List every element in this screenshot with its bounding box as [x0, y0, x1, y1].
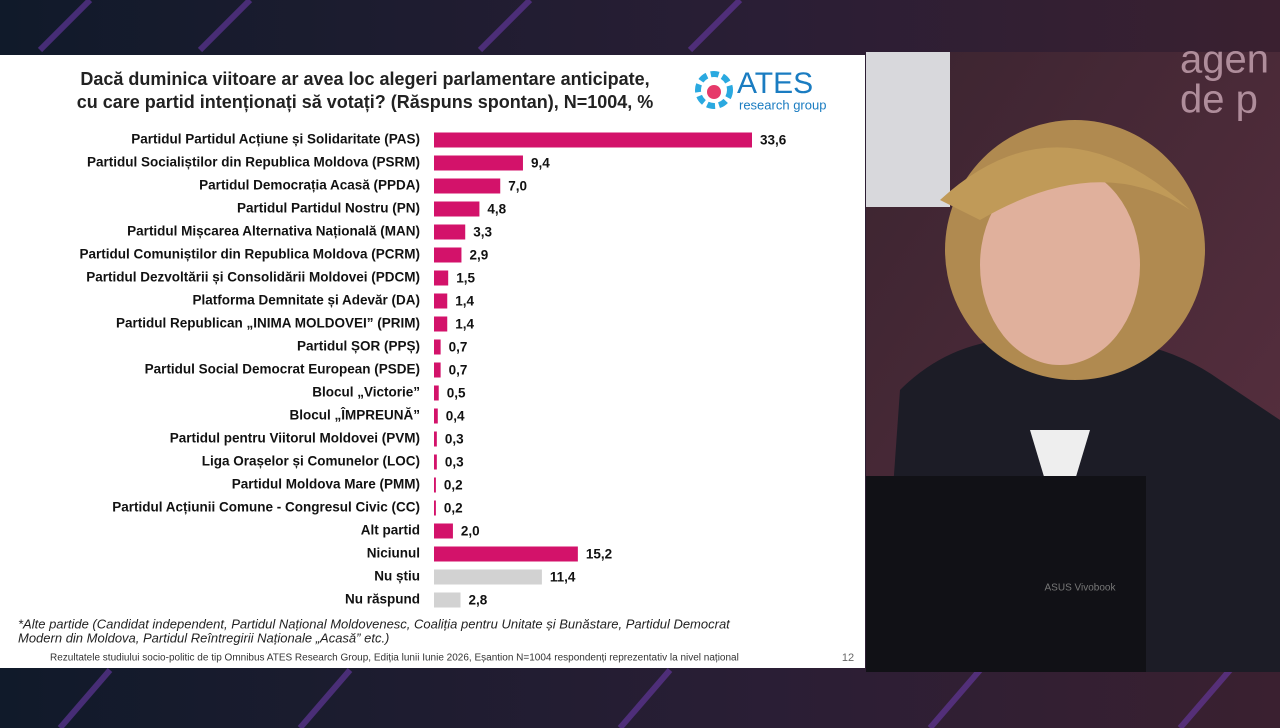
- category-label: Partidul Social Democrat European (PSDE): [145, 362, 420, 377]
- value-label: 2,9: [469, 248, 488, 263]
- stripes: [37, 0, 1233, 728]
- laptop-label: ASUS Vivobook: [1045, 583, 1117, 594]
- bar: [434, 178, 501, 194]
- category-label: Partidul Acțiunii Comune - Congresul Civ…: [112, 500, 420, 515]
- bar: [434, 454, 437, 470]
- value-label: 2,8: [469, 593, 488, 608]
- value-label: 3,3: [473, 225, 492, 240]
- bar: [434, 500, 436, 516]
- logo: ATES: [737, 67, 813, 100]
- value-label: 1,4: [455, 317, 474, 332]
- laptop: [866, 476, 1146, 672]
- footnote: *Alte partide (Candidat independent, Par…: [18, 616, 731, 631]
- category-label: Alt partid: [361, 523, 420, 538]
- bar: [434, 224, 466, 240]
- value-label: 0,7: [449, 340, 468, 355]
- value-label: 1,4: [455, 294, 474, 309]
- value-label: 0,3: [445, 432, 464, 447]
- bar: [434, 385, 439, 401]
- bar: [434, 132, 752, 148]
- bar: [434, 201, 480, 217]
- category-label: Nu răspund: [345, 592, 420, 607]
- bar: [434, 155, 523, 171]
- studio-sign: agen: [1180, 38, 1269, 82]
- bar: [434, 247, 462, 263]
- value-label: 0,5: [447, 386, 466, 401]
- category-label: Nu știu: [374, 569, 420, 584]
- bar: [434, 477, 436, 493]
- value-label: 0,7: [449, 363, 468, 378]
- category-label: Blocul „Victorie”: [312, 385, 420, 400]
- category-label: Blocul „ÎMPREUNĂ”: [289, 408, 420, 423]
- bar: [434, 293, 448, 309]
- value-label: 9,4: [531, 156, 550, 171]
- value-label: 7,0: [508, 179, 527, 194]
- value-label: 2,0: [461, 524, 480, 539]
- value-label: 0,2: [444, 478, 463, 493]
- bar: [434, 431, 437, 447]
- chart-title: Dacă duminica viitoare ar avea loc alege…: [80, 69, 649, 89]
- category-label: Partidul Republican „INIMA MOLDOVEI” (PR…: [116, 316, 420, 331]
- value-label: 0,2: [444, 501, 463, 516]
- value-label: 15,2: [586, 547, 612, 562]
- category-label: Partidul ȘOR (PPȘ): [297, 339, 420, 354]
- category-label: Partidul Democrația Acasă (PPDA): [199, 178, 420, 193]
- value-label: 11,4: [550, 570, 576, 585]
- bar: [434, 523, 453, 539]
- category-label: Platforma Demnitate și Adevăr (DA): [192, 293, 420, 308]
- category-label: Partidul pentru Viitorul Moldovei (PVM): [170, 431, 420, 446]
- source: Rezultatele studiului socio-politic de t…: [50, 653, 739, 664]
- category-label: Partidul Socialiștilor din Republica Mol…: [87, 155, 420, 170]
- bar: [434, 546, 578, 562]
- category-label: Niciunul: [367, 546, 420, 561]
- value-label: 0,3: [445, 455, 464, 470]
- category-label: Partidul Partidul Nostru (PN): [237, 201, 420, 216]
- page-number: 12: [842, 652, 854, 664]
- value-label: 1,5: [456, 271, 475, 286]
- value-label: 0,4: [446, 409, 465, 424]
- bar: [434, 408, 438, 424]
- value-label: 4,8: [487, 202, 506, 217]
- bar-chart: Partidul Partidul Acțiune și Solidaritat…: [79, 132, 786, 608]
- category-label: Partidul Dezvoltării și Consolidării Mol…: [86, 270, 420, 285]
- category-label: Liga Orașelor și Comunelor (LOC): [202, 454, 420, 469]
- category-label: Partidul Moldova Mare (PMM): [232, 477, 420, 492]
- monitor: [866, 52, 950, 207]
- bar: [434, 339, 441, 355]
- category-label: Partidul Mișcarea Alternativa Națională …: [127, 224, 420, 239]
- studio-sign: de p: [1180, 78, 1258, 122]
- logo-subtitle: research group: [739, 97, 826, 112]
- value-label: 33,6: [760, 133, 787, 148]
- category-label: Partidul Comuniștilor din Republica Mold…: [79, 247, 420, 262]
- logo-icon: [695, 71, 733, 109]
- footnote: Modern din Moldova, Partidul Reîntregiri…: [18, 630, 389, 645]
- bar: [434, 592, 461, 608]
- bar: [434, 362, 441, 378]
- category-label: Partidul Partidul Acțiune și Solidaritat…: [131, 132, 420, 147]
- chart-title: cu care partid intenționați să votați? (…: [77, 92, 654, 112]
- bar: [434, 316, 448, 332]
- slide: [0, 55, 865, 668]
- bar: [434, 270, 449, 286]
- bar: [434, 569, 542, 585]
